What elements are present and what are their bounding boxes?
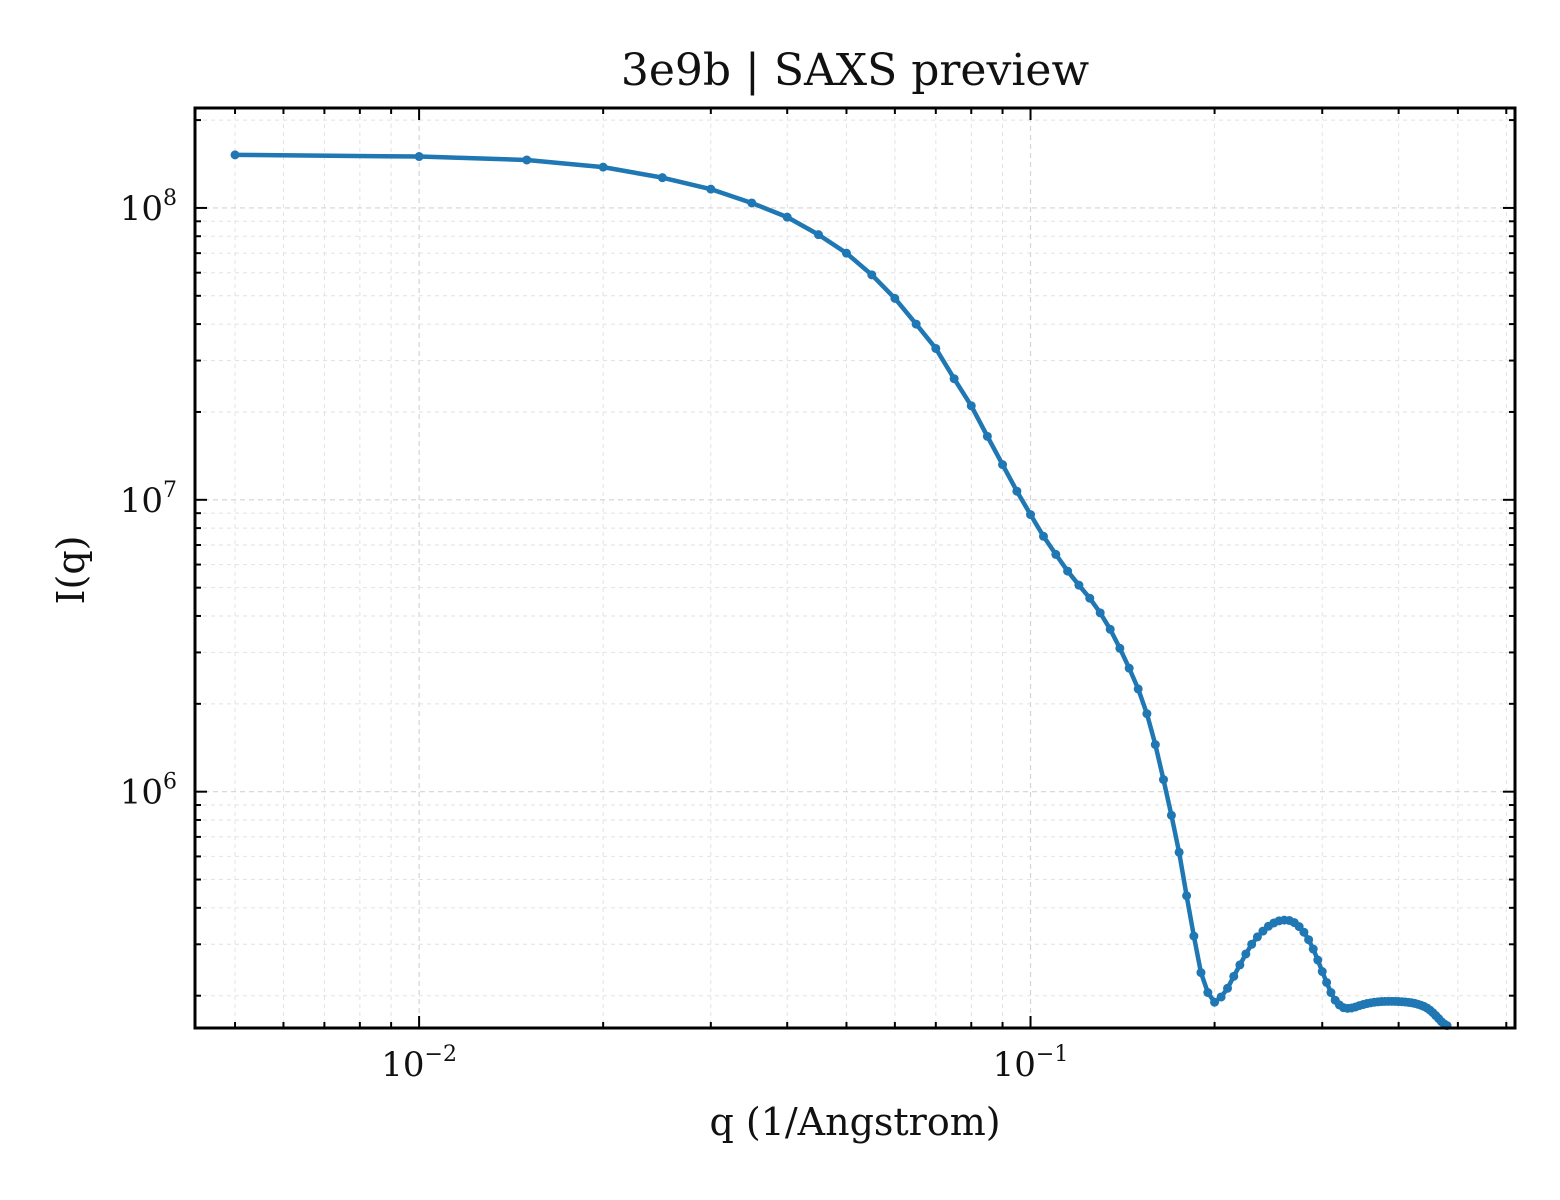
data-point — [1304, 935, 1314, 945]
y-axis-label: I(q) — [49, 536, 93, 605]
data-point — [1063, 566, 1073, 576]
plot-frame — [193, 106, 1517, 1030]
data-point — [1051, 549, 1061, 559]
data-point — [414, 152, 424, 162]
x-tick-label: 10−2 — [381, 1042, 457, 1085]
data-point — [1142, 709, 1152, 719]
data-point — [747, 198, 757, 208]
y-tick-label: 107 — [120, 478, 177, 521]
chart-title: 3e9b | SAXS preview — [621, 45, 1090, 96]
data-point — [1299, 927, 1309, 937]
data-point — [911, 319, 921, 329]
data-point — [706, 184, 716, 194]
data-point — [782, 212, 792, 222]
data-point — [1252, 932, 1262, 942]
data-point — [1313, 955, 1323, 965]
data-point — [1166, 810, 1176, 820]
data-point — [998, 460, 1008, 470]
data-point — [1196, 968, 1206, 978]
data-point — [1158, 775, 1168, 785]
data-point — [1150, 740, 1160, 750]
data-point — [1115, 643, 1125, 653]
data-point — [657, 173, 667, 183]
data-point — [1326, 988, 1336, 998]
x-tick-label: 10−1 — [993, 1042, 1069, 1085]
data-point — [949, 374, 959, 384]
data-point — [598, 162, 608, 172]
data-point — [813, 230, 823, 240]
grid-lines — [195, 108, 1515, 1028]
data-point — [230, 150, 240, 160]
data-point — [1189, 931, 1199, 941]
data-point — [1203, 988, 1213, 998]
data-point — [890, 293, 900, 303]
data-point — [1074, 580, 1084, 590]
data-point — [1308, 944, 1318, 954]
series-line — [232, 152, 1450, 1028]
y-tick-label: 106 — [120, 770, 177, 813]
data-point — [1229, 971, 1239, 981]
y-tick-label: 108 — [120, 186, 177, 229]
data-point — [1012, 486, 1022, 496]
data-point — [1241, 949, 1251, 959]
data-point — [1182, 891, 1192, 901]
data-point — [1095, 608, 1105, 618]
tick-labels: 10−2 10−1 106 107 108 — [120, 186, 1069, 1085]
data-point — [982, 431, 992, 441]
data-point — [1038, 531, 1048, 541]
data-point — [841, 248, 851, 258]
data-point — [1216, 992, 1226, 1002]
data-point — [1124, 663, 1134, 673]
data-point — [931, 343, 941, 353]
data-point — [522, 155, 532, 165]
data-point — [1210, 997, 1220, 1007]
data-point — [1105, 624, 1115, 634]
data-point — [1085, 593, 1095, 603]
axis-ticks — [195, 108, 1515, 1028]
data-point — [1235, 960, 1245, 970]
x-axis-label: q (1/Angstrom) — [709, 1100, 1000, 1144]
data-point — [1322, 977, 1332, 987]
data-point — [867, 270, 877, 280]
data-point — [1174, 847, 1184, 857]
data-point — [966, 401, 976, 411]
data-point — [1317, 967, 1327, 977]
data-point — [1133, 684, 1143, 694]
data-point — [1026, 510, 1036, 520]
series-layer — [230, 150, 1452, 1031]
data-point — [1223, 983, 1233, 993]
data-point — [1247, 939, 1257, 949]
